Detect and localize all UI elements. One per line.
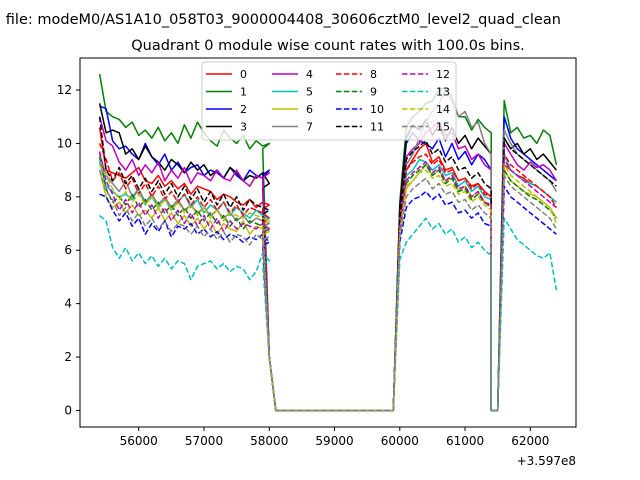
series-layer bbox=[98, 73, 558, 412]
suptitle: n file: modeM0/AS1A10_058T03_9000004408_… bbox=[0, 12, 561, 28]
legend-label-2: 2 bbox=[240, 103, 247, 116]
x-tick-label: 60000 bbox=[381, 434, 419, 448]
legend-label-12: 12 bbox=[436, 68, 450, 81]
y-tick-label: 0 bbox=[64, 403, 72, 417]
legend-label-7: 7 bbox=[306, 121, 313, 134]
x-tick-label: 61000 bbox=[446, 434, 484, 448]
legend-label-9: 9 bbox=[370, 86, 377, 99]
y-tick-label: 4 bbox=[64, 297, 72, 311]
y-axis: 0 2 4 6 8 10 12 bbox=[57, 83, 80, 417]
y-tick-label: 6 bbox=[64, 243, 72, 257]
legend-label-15: 15 bbox=[436, 121, 450, 134]
chart-title: Quadrant 0 module wise count rates with … bbox=[131, 38, 525, 54]
legend-label-0: 0 bbox=[240, 68, 247, 81]
legend-label-8: 8 bbox=[370, 68, 377, 81]
y-tick-label: 12 bbox=[57, 83, 72, 97]
legend-label-14: 14 bbox=[436, 103, 450, 116]
x-tick-label: 59000 bbox=[315, 434, 353, 448]
legend-label-11: 11 bbox=[370, 121, 384, 134]
legend-label-3: 3 bbox=[240, 121, 247, 134]
legend-label-10: 10 bbox=[370, 103, 384, 116]
legend-label-6: 6 bbox=[306, 103, 313, 116]
x-offset-label: +3.597e8 bbox=[517, 454, 576, 468]
legend-label-1: 1 bbox=[240, 86, 247, 99]
legend-label-4: 4 bbox=[306, 68, 313, 81]
y-tick-label: 10 bbox=[57, 136, 72, 150]
x-tick-label: 56000 bbox=[120, 434, 158, 448]
y-tick-label: 8 bbox=[64, 190, 72, 204]
plot-frame bbox=[79, 57, 577, 428]
x-tick-label: 57000 bbox=[185, 434, 223, 448]
y-tick-label: 2 bbox=[64, 350, 72, 364]
x-axis: 56000 57000 58000 59000 60000 61000 62000 bbox=[120, 427, 549, 448]
legend-box bbox=[201, 61, 457, 141]
legend-label-13: 13 bbox=[436, 86, 450, 99]
x-tick-label: 58000 bbox=[250, 434, 288, 448]
legend-label-5: 5 bbox=[306, 86, 313, 99]
x-tick-label: 62000 bbox=[511, 434, 549, 448]
series-line-15 bbox=[98, 169, 558, 412]
